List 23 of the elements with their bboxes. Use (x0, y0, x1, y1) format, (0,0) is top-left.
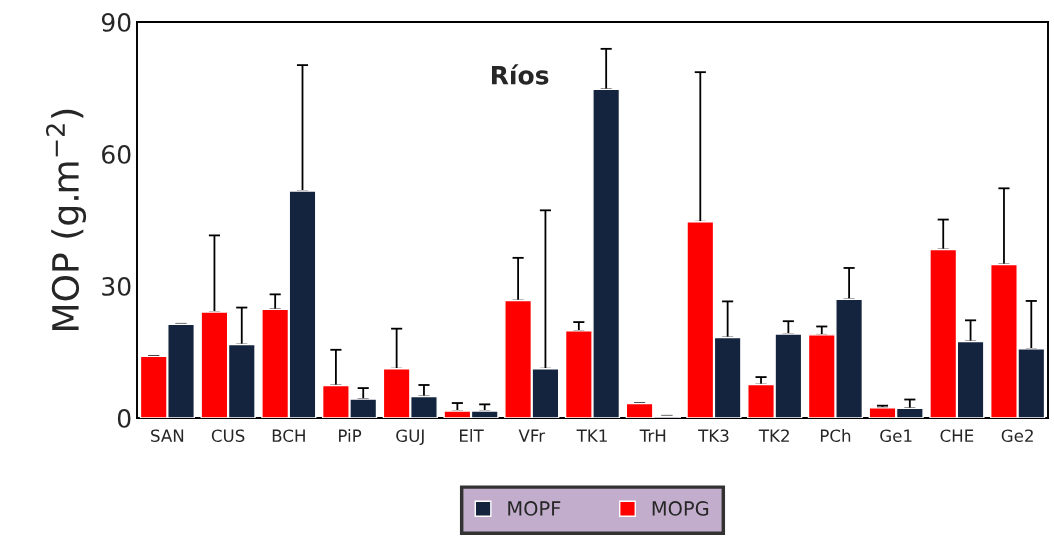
annotation: Ríos (491, 64, 549, 85)
legend-label: MOPG (652, 501, 709, 516)
x-tick-label: CUS (211, 429, 245, 443)
x-tick-label: Ge2 (1001, 429, 1033, 443)
x-tick-label: PiP (339, 429, 362, 442)
x-tick-label: GUJ (396, 429, 424, 446)
y-tick-label: 30 (102, 276, 131, 296)
x-tick-label: TK2 (758, 429, 789, 442)
x-tick-label: Ge1 (880, 429, 912, 443)
x-tick-label: TK3 (698, 429, 729, 443)
y-tick-label: 0 (117, 408, 131, 428)
y-tick-label: 60 (102, 144, 131, 164)
x-tick-label: PCh (820, 429, 851, 443)
x-tick-label: BCH (272, 429, 305, 443)
y-tick-label: 90 (101, 12, 131, 32)
x-tick-label: VFr (518, 429, 546, 442)
x-tick-label: ElT (460, 429, 484, 442)
x-tick-label: CHE (940, 429, 974, 443)
y-axis-title: MOP (g.m$^{−2}$) (45, 109, 87, 331)
x-tick-label: TK1 (576, 429, 607, 442)
legend-label: MOPF (508, 501, 561, 516)
x-tick-label: TrH (639, 429, 666, 442)
x-tick-label: SAN (151, 429, 184, 443)
